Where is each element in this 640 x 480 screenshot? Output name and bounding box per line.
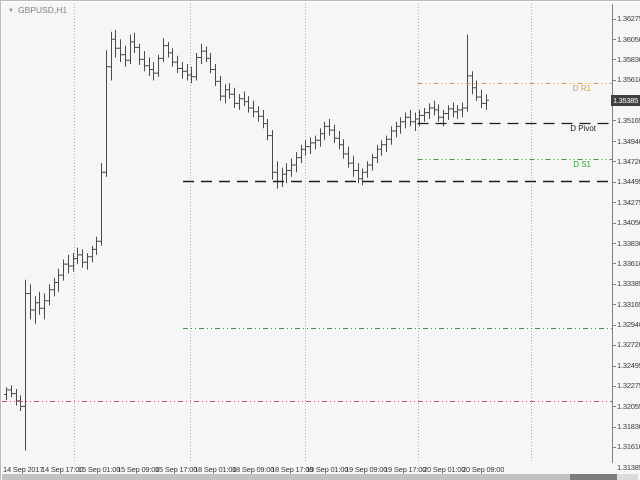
level-label-d-s1: D S1 [573, 160, 591, 170]
level-label-d-pivot: D Pivot [570, 123, 596, 133]
price-axis-label: 1.35165 [617, 115, 640, 125]
price-axis-label: 1.34720 [617, 156, 640, 166]
scrollbar-corner [617, 474, 638, 480]
time-axis-label: 20 Sep 01:00 [423, 465, 466, 474]
time-axis-label: 15 Sep 01:00 [78, 465, 121, 474]
time-axis-label: 20 Sep 09:00 [462, 465, 505, 474]
time-axis-label: 14 Sep 17:00 [41, 465, 84, 474]
price-axis-label: 1.36050 [617, 34, 640, 44]
time-axis-label: 18 Sep 17:00 [271, 465, 314, 474]
price-axis-label: 1.34275 [617, 197, 640, 207]
price-axis-label: 1.31610 [617, 442, 640, 452]
price-axis-label: 1.33830 [617, 238, 640, 248]
price-axis-label: 1.33610 [617, 258, 640, 268]
price-axis-label: 1.35610 [617, 75, 640, 85]
time-axis-label: 15 Sep 09:00 [117, 465, 160, 474]
time-axis-label: 14 Sep 2017 [3, 465, 44, 474]
ohlc-bars [4, 30, 489, 451]
price-axis-label: 1.34495 [617, 177, 640, 187]
price-axis-label: 1.31385 [617, 463, 640, 472]
time-axis-label: 15 Sep 17:00 [155, 465, 198, 474]
time-axis-label: 19 Sep 09:00 [345, 465, 388, 474]
chart-dropdown-icon: ▼ [8, 8, 14, 14]
level-label-d-r1: D R1 [572, 84, 591, 94]
price-axis-label: 1.32055 [617, 401, 640, 411]
price-axis-label: 1.33165 [617, 299, 640, 309]
price-axis-label: 1.36275 [617, 14, 640, 23]
price-axis-label: 1.35830 [617, 54, 640, 64]
time-axis-label: 18 Sep 09:00 [232, 465, 275, 474]
current-price-badge: 1.35385 [611, 94, 640, 106]
scrollbar-thumb[interactable] [570, 474, 617, 480]
price-axis-label: 1.34940 [617, 136, 640, 146]
chart-title: ▼ GBPUSD,H1 [8, 5, 67, 15]
chart-symbol-timeframe-label: GBPUSD,H1 [17, 5, 68, 15]
price-axis-label: 1.31830 [617, 422, 640, 432]
time-axis-label: 18 Sep 01:00 [194, 465, 237, 474]
time-axis-label: 19 Sep 01:00 [306, 465, 349, 474]
price-chart-canvas[interactable] [0, 0, 640, 463]
price-axis-label: 1.34050 [617, 218, 640, 228]
price-axis-label: 1.32495 [617, 361, 640, 371]
price-axis-label: 1.32720 [617, 340, 640, 350]
horizontal-scrollbar[interactable] [2, 474, 638, 480]
time-axis-label: 19 Sep 17:00 [384, 465, 427, 474]
price-axis-label: 1.32275 [617, 381, 640, 391]
price-axis-label: 1.32940 [617, 320, 640, 330]
chart-plot-area[interactable]: ▼ GBPUSD,H1 D R1 D Pivot D S1 [0, 0, 640, 463]
price-axis-label: 1.33385 [617, 279, 640, 289]
